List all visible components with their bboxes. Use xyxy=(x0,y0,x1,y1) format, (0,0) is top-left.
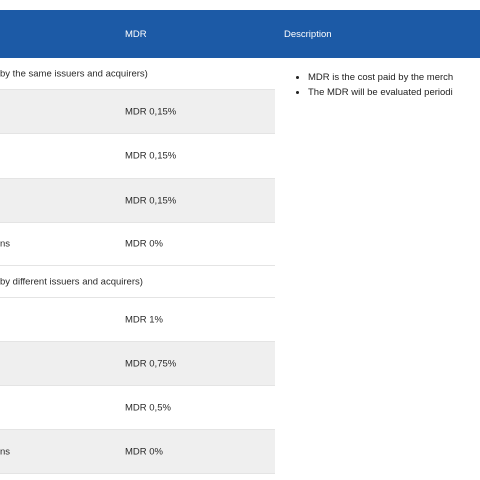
table-row: MDR 0,75% xyxy=(0,342,275,386)
table-row: MDR 0,15% xyxy=(0,90,275,134)
section-title-row: by the same issuers and acquirers) xyxy=(0,58,275,90)
table-row: ns MDR 0% xyxy=(0,223,275,266)
mdr-table: by the same issuers and acquirers) MDR 0… xyxy=(0,58,275,474)
table-row: MDR 0,15% xyxy=(0,179,275,223)
table-row: ns MDR 0% xyxy=(0,430,275,474)
mdr-value: MDR 0,15% xyxy=(125,195,177,206)
row-label: ns xyxy=(0,446,11,457)
mdr-column-header: MDR xyxy=(125,29,147,40)
description-cell: MDR is the cost paid by the merch The MD… xyxy=(286,70,480,100)
mdr-value: MDR 0,15% xyxy=(125,150,177,162)
table-header: MDR Description xyxy=(0,10,480,58)
section-title: by the same issuers and acquirers) xyxy=(0,68,148,79)
description-bullet: The MDR will be evaluated periodi xyxy=(308,85,480,100)
mdr-value: MDR 1% xyxy=(125,314,164,325)
section-title-row: by different issuers and acquirers) xyxy=(0,266,275,298)
mdr-value: MDR 0,75% xyxy=(125,358,177,369)
table-row: MDR 0,15% xyxy=(0,134,275,179)
table-row: MDR 1% xyxy=(0,298,275,342)
section-title: by different issuers and acquirers) xyxy=(0,276,143,287)
row-label: ns xyxy=(0,238,11,250)
description-column-header: Description xyxy=(284,29,332,40)
description-bullet: MDR is the cost paid by the merch xyxy=(308,70,480,85)
table-row: MDR 0,5% xyxy=(0,386,275,430)
description-list: MDR is the cost paid by the merch The MD… xyxy=(286,70,480,100)
mdr-value: MDR 0% xyxy=(125,446,164,457)
mdr-value: MDR 0,15% xyxy=(125,106,177,117)
mdr-value: MDR 0,5% xyxy=(125,402,171,413)
mdr-value: MDR 0% xyxy=(125,238,164,250)
